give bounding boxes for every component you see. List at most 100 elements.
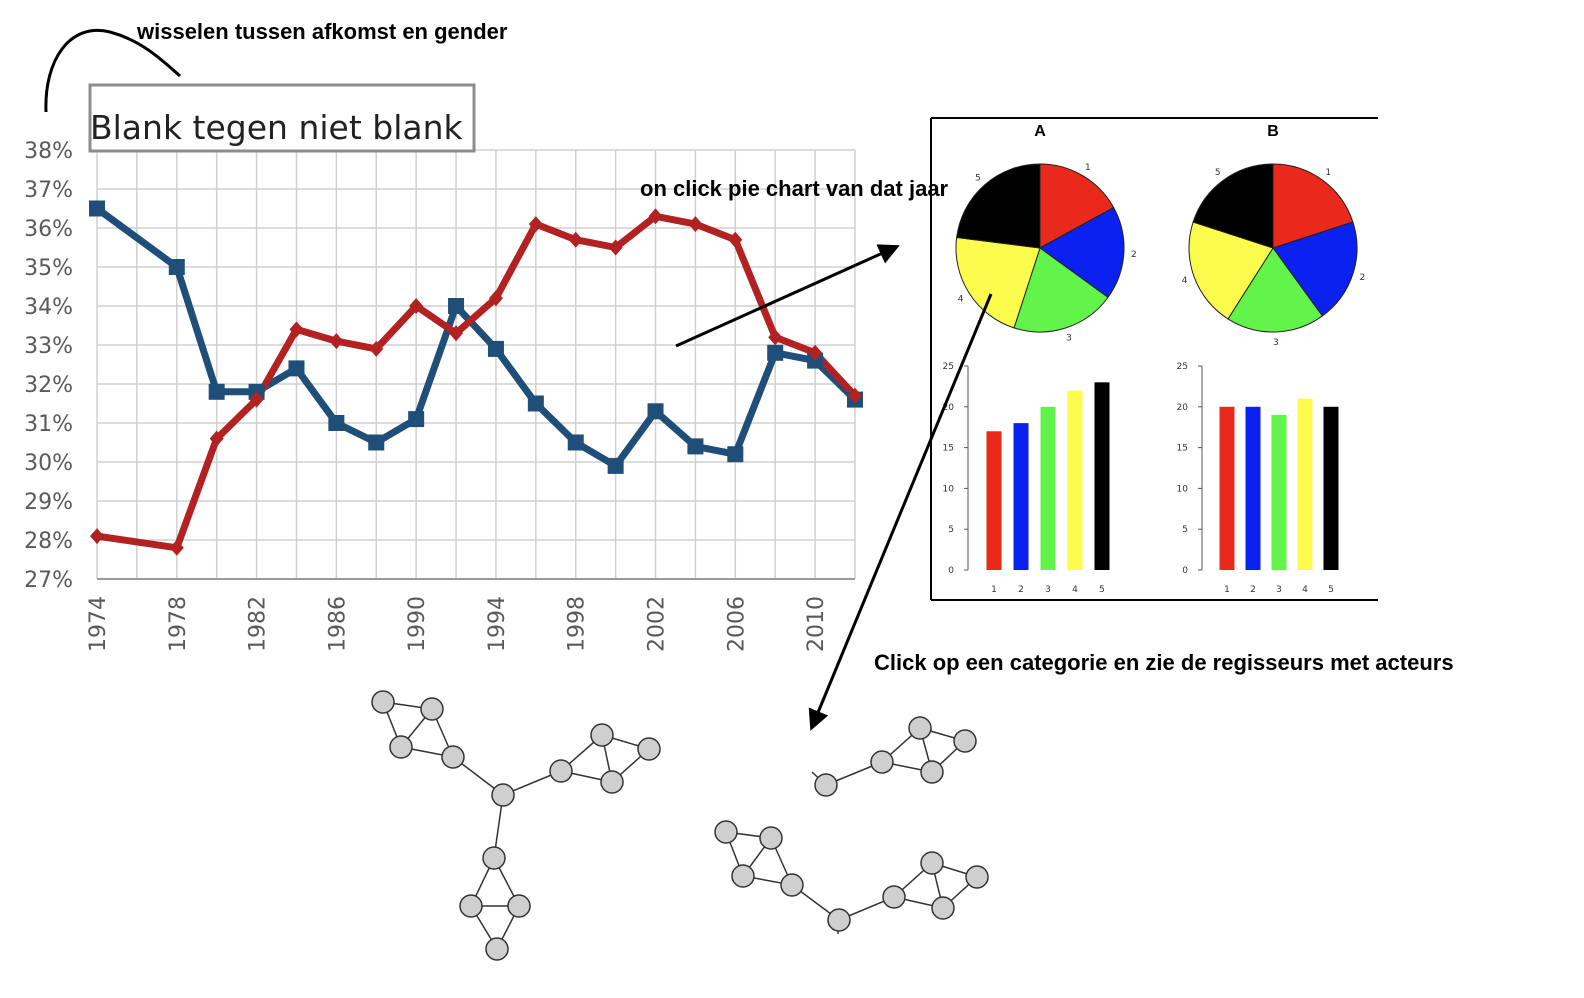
network-node[interactable] bbox=[507, 894, 531, 918]
series-1-point[interactable] bbox=[89, 200, 105, 217]
network-node[interactable] bbox=[908, 716, 932, 740]
network-node[interactable] bbox=[389, 735, 413, 759]
bar-4[interactable] bbox=[1297, 398, 1313, 570]
network-node[interactable] bbox=[549, 759, 573, 783]
series-2-point[interactable] bbox=[528, 216, 543, 233]
network-node[interactable] bbox=[920, 760, 944, 784]
bar-5[interactable] bbox=[1323, 406, 1339, 570]
series-1-point[interactable] bbox=[767, 344, 784, 361]
network-node[interactable] bbox=[420, 697, 444, 721]
bar-y-tick-label: 15 bbox=[943, 444, 954, 454]
series-1-point[interactable] bbox=[288, 360, 305, 377]
bar-1[interactable] bbox=[986, 431, 1002, 570]
series-1-point[interactable] bbox=[607, 457, 624, 474]
series-2-point[interactable] bbox=[329, 333, 344, 350]
network-node[interactable] bbox=[441, 745, 465, 769]
pie-slice-3[interactable] bbox=[1227, 247, 1324, 333]
pie-slice-4[interactable] bbox=[1188, 221, 1274, 320]
series-2-point[interactable] bbox=[848, 387, 862, 404]
pie-slice-2[interactable] bbox=[1272, 221, 1358, 317]
series-1-point[interactable] bbox=[487, 340, 504, 357]
pie-slice-3[interactable] bbox=[1013, 247, 1109, 333]
network-node[interactable] bbox=[637, 737, 661, 761]
series-2-point[interactable] bbox=[90, 528, 104, 545]
bar-chart-b[interactable]: 0 5 10 15 20 25 1 2 3 4 5 bbox=[1177, 362, 1339, 595]
toggle-box[interactable]: Blank tegen niet blank bbox=[88, 83, 476, 153]
pie-b-title: B bbox=[1267, 123, 1279, 140]
bar-1[interactable] bbox=[1219, 406, 1235, 570]
pie-slice-1[interactable] bbox=[1272, 163, 1354, 249]
bar-3[interactable] bbox=[1271, 414, 1287, 570]
series-1-point[interactable] bbox=[448, 298, 465, 314]
network-node[interactable] bbox=[965, 865, 989, 889]
network-node[interactable] bbox=[491, 783, 515, 807]
toggle-box-frame[interactable] bbox=[88, 83, 476, 153]
series-2-point[interactable] bbox=[608, 239, 623, 256]
bar-2[interactable] bbox=[1013, 423, 1029, 570]
series-2-point[interactable] bbox=[209, 430, 224, 447]
line-chart[interactable]: 27% 28% 29% 30% 31% 32% 33% 34% 35% 36% 37% 38% 197… bbox=[24, 139, 863, 652]
bar-3[interactable] bbox=[1040, 406, 1056, 570]
network-node[interactable] bbox=[714, 820, 738, 844]
pie-slice-2[interactable] bbox=[1039, 206, 1125, 299]
bar-5[interactable] bbox=[1094, 382, 1110, 570]
series-1-point[interactable] bbox=[168, 259, 185, 275]
bar-4[interactable] bbox=[1067, 390, 1083, 570]
series-1-point[interactable] bbox=[328, 415, 345, 431]
director-actor-network[interactable] bbox=[371, 690, 989, 961]
bar-y-tick-label: 20 bbox=[943, 403, 955, 413]
series-2-point[interactable] bbox=[728, 231, 743, 248]
series-1-point[interactable] bbox=[727, 446, 744, 463]
pie-slice-5[interactable] bbox=[956, 163, 1041, 249]
bar-y-tick-label: 0 bbox=[948, 566, 954, 576]
series-1-point[interactable] bbox=[527, 395, 544, 412]
network-node[interactable] bbox=[814, 773, 838, 797]
network-node[interactable] bbox=[870, 750, 894, 774]
network-node[interactable] bbox=[759, 826, 783, 850]
network-node[interactable] bbox=[731, 864, 755, 888]
series-2-point[interactable] bbox=[409, 298, 424, 314]
series-2-point[interactable] bbox=[808, 344, 823, 361]
network-node[interactable] bbox=[882, 885, 906, 909]
series-1-point[interactable] bbox=[408, 411, 425, 428]
line-chart-series[interactable] bbox=[89, 200, 863, 556]
series-2-point[interactable] bbox=[369, 340, 384, 357]
series-2-point[interactable] bbox=[688, 216, 703, 233]
network-arrow bbox=[808, 293, 993, 731]
series-2-point[interactable] bbox=[768, 329, 783, 346]
series-2-point[interactable] bbox=[169, 539, 184, 556]
series-2-point[interactable] bbox=[648, 208, 663, 225]
x-tick-label: 1994 bbox=[485, 596, 510, 652]
pie-slice-5[interactable] bbox=[1192, 163, 1274, 249]
series-2-point[interactable] bbox=[249, 391, 264, 408]
bar-chart-a[interactable]: 0 5 10 15 20 25 1 2 3 4 5 bbox=[943, 362, 1110, 595]
network-node[interactable] bbox=[485, 937, 509, 961]
pie-slice-1[interactable] bbox=[1039, 163, 1115, 249]
pie-chart-a[interactable]: 1 2 3 4 5 bbox=[955, 163, 1137, 343]
category-click-note: Click op een categorie en zie de regisse… bbox=[874, 650, 1454, 675]
pie-slice-4[interactable] bbox=[955, 236, 1041, 329]
network-node[interactable] bbox=[780, 873, 804, 897]
network-node[interactable] bbox=[590, 723, 614, 747]
network-node[interactable] bbox=[600, 770, 624, 794]
network-node[interactable] bbox=[827, 908, 851, 932]
network-node[interactable] bbox=[482, 846, 506, 870]
network-node[interactable] bbox=[931, 896, 955, 920]
series-1-point[interactable] bbox=[368, 434, 385, 451]
series-1-point[interactable] bbox=[647, 403, 664, 420]
series-2-point[interactable] bbox=[488, 290, 503, 307]
series-2-point[interactable] bbox=[289, 321, 304, 338]
toggle-box-label[interactable]: Blank tegen niet blank bbox=[90, 108, 464, 147]
series-1-point[interactable] bbox=[567, 434, 584, 451]
network-node[interactable] bbox=[920, 851, 944, 875]
network-node[interactable] bbox=[459, 894, 483, 918]
series-2-point[interactable] bbox=[568, 231, 583, 248]
network-node[interactable] bbox=[953, 729, 977, 753]
series-1-point[interactable] bbox=[687, 438, 704, 455]
pie-chart-b[interactable]: 1 2 3 4 5 bbox=[1182, 163, 1366, 348]
series-1-point[interactable] bbox=[208, 383, 225, 400]
network-node[interactable] bbox=[371, 690, 395, 714]
bar-2[interactable] bbox=[1245, 406, 1261, 570]
series-2-point[interactable] bbox=[449, 325, 464, 342]
